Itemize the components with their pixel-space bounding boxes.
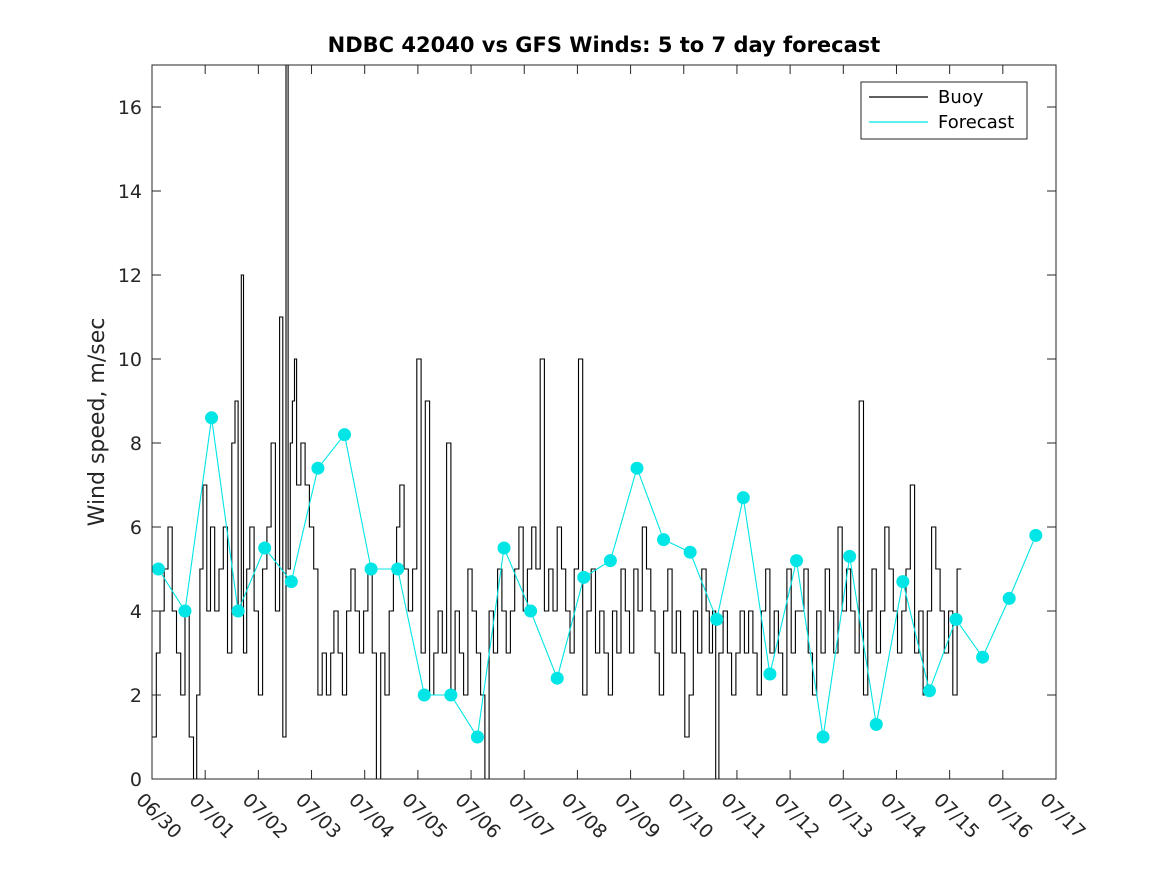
forecast-point (258, 541, 272, 555)
x-tick-label: 07/01 (185, 789, 239, 843)
y-tick-label: 12 (118, 265, 142, 287)
forecast-point (736, 491, 750, 505)
x-tick-label: 07/09 (610, 789, 664, 843)
x-tick-label: 07/05 (397, 789, 451, 843)
forecast-point (470, 730, 484, 744)
forecast-point (816, 730, 830, 744)
x-tick-label: 07/14 (876, 789, 930, 843)
forecast-point (284, 575, 298, 589)
forecast-point (497, 541, 511, 555)
axis-ticks (151, 65, 1057, 780)
forecast-point (364, 562, 378, 576)
legend-label-buoy: Buoy (938, 87, 984, 108)
x-tick-labels: 06/3007/0107/0207/0307/0407/0507/0607/07… (131, 789, 1089, 843)
forecast-point (922, 684, 936, 698)
forecast-point (630, 461, 644, 475)
x-tick-label: 07/06 (451, 789, 505, 843)
y-tick-label: 6 (130, 517, 142, 539)
forecast-point (1029, 528, 1043, 542)
x-tick-label: 07/03 (291, 789, 345, 843)
x-tick-label: 07/12 (770, 789, 824, 843)
forecast-point (1002, 591, 1016, 605)
forecast-point (311, 461, 325, 475)
forecast-point (603, 554, 617, 568)
forecast-point (417, 688, 431, 702)
forecast-point (949, 612, 963, 626)
buoy-series-line (152, 65, 962, 779)
y-tick-labels: 0 2 4 6 8 10 12 14 16 (118, 97, 142, 791)
x-tick-label: 07/13 (823, 789, 877, 843)
x-tick-label: 07/16 (982, 789, 1036, 843)
forecast-point (152, 562, 165, 576)
y-tick-label: 16 (118, 97, 142, 119)
forecast-point (896, 575, 910, 589)
y-tick-label: 4 (130, 601, 142, 623)
x-tick-label: 07/11 (716, 789, 770, 843)
chart-title: NDBC 42040 vs GFS Winds: 5 to 7 day fore… (328, 33, 881, 57)
x-tick-label: 07/17 (1035, 789, 1089, 843)
x-tick-label: 07/08 (557, 789, 611, 843)
forecast-point (683, 545, 697, 559)
forecast-series-line (157, 417, 1037, 739)
forecast-point (657, 533, 671, 547)
legend-label-forecast: Forecast (938, 112, 1014, 133)
y-tick-label: 10 (118, 349, 142, 371)
forecast-point (843, 549, 857, 563)
forecast-point (789, 554, 803, 568)
x-tick-label: 06/30 (131, 789, 185, 843)
forecast-point (869, 717, 883, 731)
y-tick-label: 0 (130, 769, 142, 791)
legend-box (860, 81, 1028, 140)
forecast-point (976, 650, 990, 664)
plot-frame (151, 64, 1057, 780)
forecast-point (178, 604, 192, 618)
x-tick-label: 07/10 (663, 789, 717, 843)
y-tick-label: 14 (118, 181, 142, 203)
x-tick-label: 07/02 (238, 789, 292, 843)
x-tick-label: 07/15 (929, 789, 983, 843)
forecast-point (337, 428, 351, 442)
plot-area (152, 65, 1056, 779)
series-lines (152, 65, 1037, 779)
forecast-point (231, 604, 245, 618)
y-tick-label: 8 (130, 433, 142, 455)
forecast-point (577, 570, 591, 584)
forecast-point (550, 671, 564, 685)
x-tick-label: 07/04 (344, 789, 398, 843)
y-axis-label: Wind speed, m/sec (85, 318, 110, 527)
y-tick-label: 2 (130, 685, 142, 707)
forecast-point (444, 688, 458, 702)
forecast-point (763, 667, 777, 681)
forecast-markers (152, 411, 1043, 744)
forecast-point (710, 612, 724, 626)
x-tick-label: 07/07 (504, 789, 558, 843)
forecast-point (391, 562, 405, 576)
legend: Buoy Forecast (860, 81, 1028, 140)
forecast-point (524, 604, 538, 618)
forecast-point (205, 411, 219, 425)
